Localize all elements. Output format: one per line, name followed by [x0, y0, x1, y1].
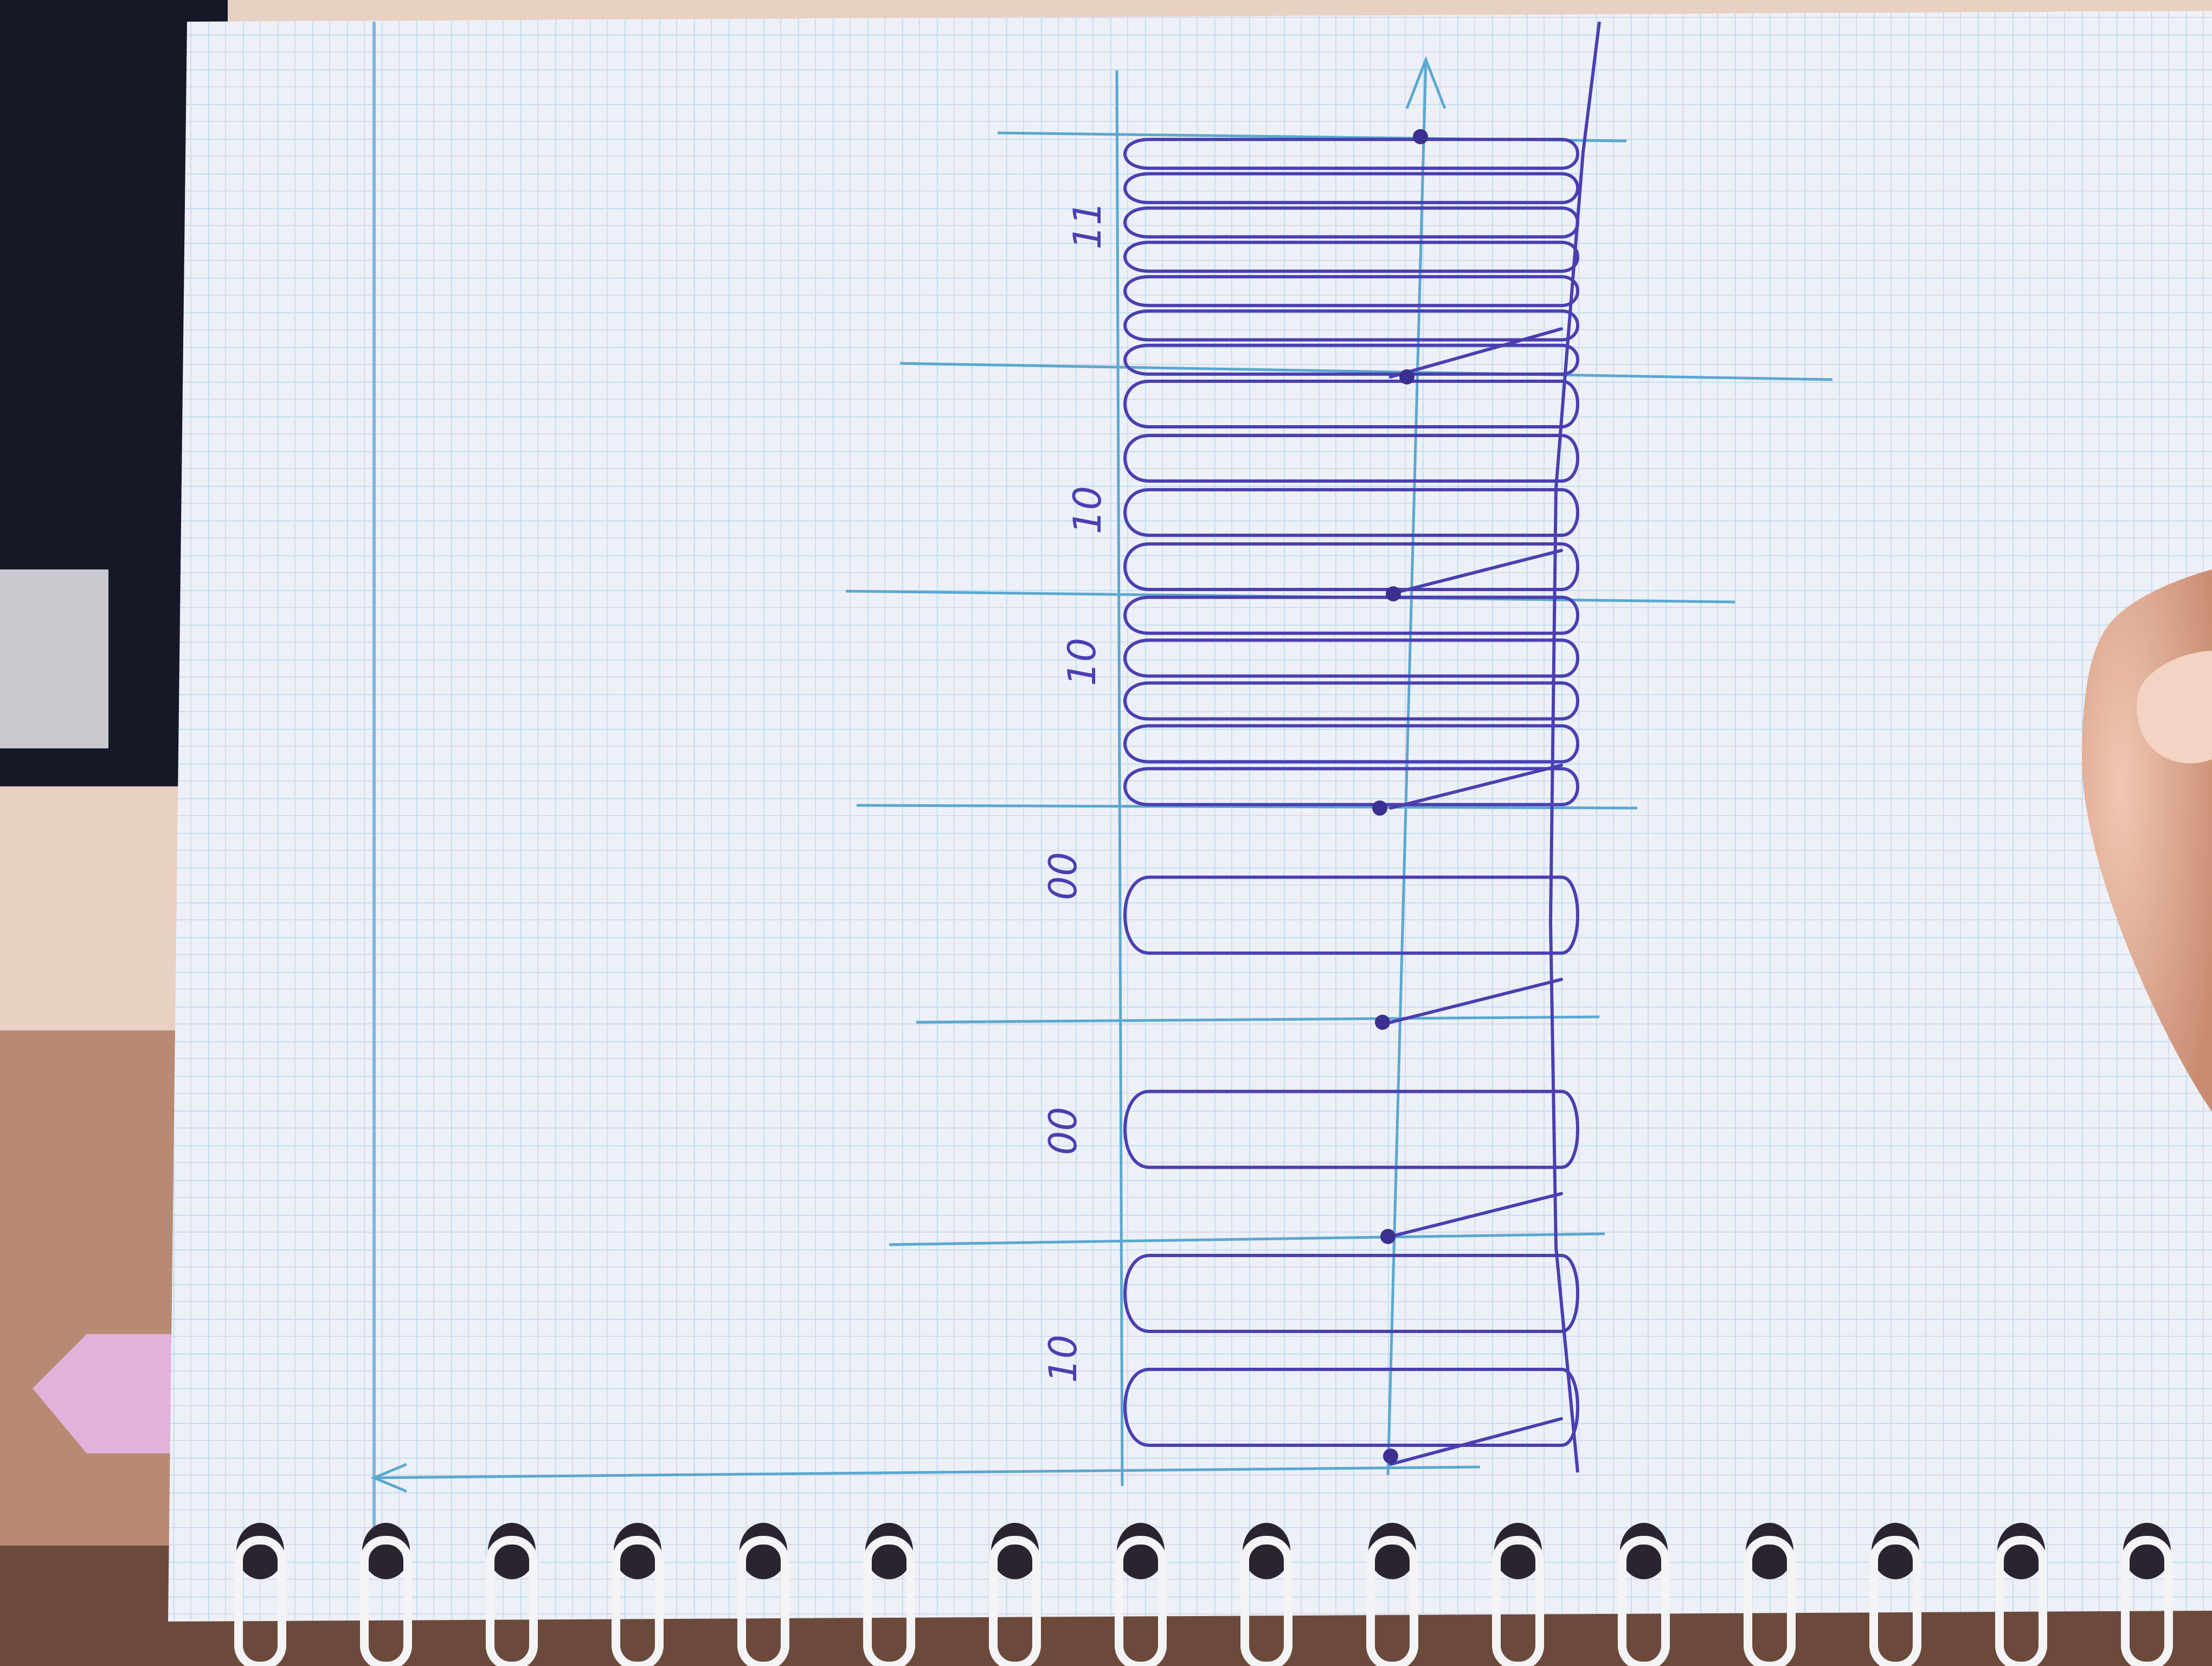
spiral-hole: [1872, 1523, 1919, 1579]
thumb: [2082, 569, 2212, 1112]
sample-dot: [1399, 369, 1414, 385]
label-segment-3: 00: [1041, 852, 1085, 900]
spiral-hole: [2123, 1523, 2171, 1579]
bit-boundary-4: [856, 804, 1638, 810]
axes: [370, 56, 1833, 1493]
waveform-pulse: [1123, 172, 1579, 204]
label-segment-6: 11: [1065, 201, 1110, 249]
waveform-pulse: [1123, 434, 1579, 483]
sample-dot: [1375, 1015, 1390, 1030]
label-segment-1: 10: [1041, 1335, 1085, 1383]
spiral-coil: [2121, 1536, 2173, 1666]
waveform-pulse: [1123, 138, 1579, 170]
spiral-hole: [488, 1523, 536, 1579]
waveform-pulse: [1123, 638, 1579, 678]
sample-points: [1372, 129, 1428, 1464]
spiral-hole: [1368, 1523, 1416, 1579]
cloth-fold: [0, 569, 108, 748]
spiral-hole: [362, 1523, 410, 1579]
spiral-coil: [1869, 1536, 1921, 1666]
label-segment-5: 10: [1065, 486, 1110, 534]
waveform-pulse: [1123, 343, 1579, 376]
waveform-pulse: [1123, 488, 1579, 537]
spiral-coil: [1366, 1536, 1418, 1666]
amplitude-bound: [1548, 21, 1601, 1473]
spiral-coil: [1492, 1536, 1544, 1666]
spiral-coil: [1240, 1536, 1293, 1666]
thumbnail-nail: [2137, 651, 2212, 764]
spiral-coil: [989, 1536, 1041, 1666]
waveform-pulse: [1123, 724, 1579, 764]
waveform-pulse: [1123, 380, 1579, 428]
spiral-hole: [1620, 1523, 1668, 1579]
waveform-pulse: [1123, 1254, 1579, 1333]
waveform-pulse: [1123, 206, 1579, 239]
spiral-coil: [486, 1536, 538, 1666]
bit-labels: 10 00 00 10 10 11: [1041, 201, 1110, 1383]
spiral-coil: [863, 1536, 915, 1666]
spiral-coil: [360, 1536, 412, 1666]
spiral-coil: [1618, 1536, 1670, 1666]
waveform-pulse: [1123, 681, 1579, 721]
sample-dot: [1372, 800, 1387, 816]
spiral-hole: [1243, 1523, 1290, 1579]
spiral-hole: [236, 1523, 284, 1579]
time-axis: [374, 1465, 1481, 1479]
waveform-pulse: [1123, 309, 1579, 342]
spiral-hole: [1997, 1523, 2045, 1579]
signal-left-bound: [1115, 70, 1124, 1486]
page-tab: [33, 1334, 195, 1453]
spiral-hole: [1746, 1523, 1793, 1579]
spiral-coil: [234, 1536, 286, 1666]
waveform-transition: [1389, 1417, 1563, 1466]
sample-dot: [1386, 586, 1401, 601]
waveform-transition: [1389, 549, 1563, 595]
waveform-pulse: [1123, 595, 1579, 635]
sample-dot: [1413, 129, 1428, 144]
spiral-coil: [612, 1536, 664, 1666]
zero-line-arrow: [1405, 56, 1446, 109]
bit-boundary-5: [916, 1015, 1600, 1024]
waveform-transition: [1389, 327, 1563, 379]
waveform: [1123, 138, 1579, 1466]
spiral-hole: [1494, 1523, 1542, 1579]
waveform-pulse: [1123, 275, 1579, 307]
waveform-pulse: [1123, 767, 1579, 806]
spiral-binding: [234, 1523, 2173, 1666]
spiral-hole: [614, 1523, 661, 1579]
spiral-coil: [1744, 1536, 1796, 1666]
sample-dot: [1380, 1229, 1396, 1244]
sample-dot: [1383, 1449, 1398, 1464]
label-segment-4: 10: [1060, 638, 1104, 686]
waveform-transition: [1389, 978, 1563, 1024]
bit-boundary-2: [899, 362, 1833, 381]
waveform-transition: [1389, 1192, 1563, 1238]
waveform-pulse: [1123, 875, 1579, 955]
time-axis-arrow: [370, 1463, 407, 1493]
waveform-pulse: [1123, 542, 1579, 591]
spiral-coil: [1995, 1536, 2047, 1666]
waveform-transition: [1389, 764, 1563, 810]
notebook-paper: [168, 11, 2212, 1622]
spiral-coil: [1115, 1536, 1167, 1666]
spiral-hole: [1117, 1523, 1165, 1579]
bit-boundary-6: [889, 1232, 1605, 1246]
waveform-pulse: [1123, 1368, 1579, 1447]
waveform-pulse: [1123, 1090, 1579, 1169]
spiral-hole: [991, 1523, 1039, 1579]
spiral-hole: [865, 1523, 913, 1579]
spiral-coil: [737, 1536, 789, 1666]
spiral-hole: [740, 1523, 787, 1579]
label-segment-2: 00: [1041, 1107, 1085, 1155]
waveform-pulse: [1123, 240, 1579, 273]
